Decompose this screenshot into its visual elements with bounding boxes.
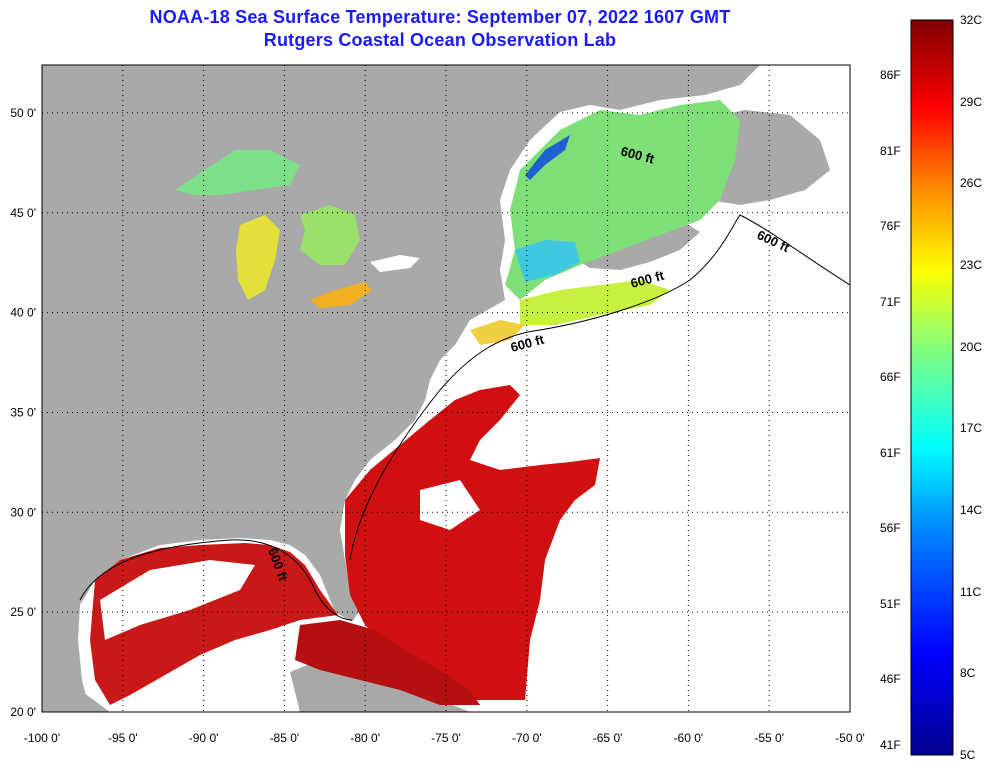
sst-gulf-stream xyxy=(345,385,600,700)
latitude-tick-label: 30 0' xyxy=(10,505,36,519)
colorbar-fahrenheit-label: 71F xyxy=(880,294,901,309)
lake-erie xyxy=(310,282,372,308)
colorbar-fahrenheit-label: 46F xyxy=(880,672,901,686)
colorbar-fahrenheit-label: 61F xyxy=(880,445,901,460)
colorbar-fahrenheit-label: 51F xyxy=(880,596,901,611)
lake-superior xyxy=(175,150,300,195)
colorbar-fahrenheit-label: 66F xyxy=(880,370,901,384)
latitude-labels: 50 0' 45 0' 40 0' 35 0' 30 0' 25 0' 20 0' xyxy=(10,106,36,719)
latitude-tick-label: 40 0' xyxy=(10,306,36,320)
colorbar-celsius-label: 17C xyxy=(960,421,983,436)
colorbar-celsius-label: 5C xyxy=(960,748,976,762)
colorbar-celsius-label: 26C xyxy=(960,176,983,191)
sst-caribbean xyxy=(295,620,480,705)
colorbar-celsius-label: 11C xyxy=(960,584,982,599)
colorbar-fahrenheit-label: 41F xyxy=(880,738,901,752)
land-north-america xyxy=(42,65,760,712)
contour-600ft xyxy=(79,539,353,621)
colorbar-celsius-label: 8C xyxy=(960,666,976,681)
longitude-tick-label: -65 0' xyxy=(593,731,623,745)
map-frame xyxy=(41,64,851,713)
sst-shelf-warm xyxy=(470,320,525,345)
latitude-tick-label: 25 0' xyxy=(10,605,36,619)
contour-600ft-east xyxy=(349,214,850,561)
colorbar-fahrenheit-label: 76F xyxy=(880,219,901,233)
colorbar-celsius-label: 20C xyxy=(960,339,983,354)
latitude-tick-label: 45 0' xyxy=(10,206,36,220)
colorbar-fahrenheit-label: 86F xyxy=(880,68,901,82)
longitude-tick-label: -75 0' xyxy=(431,731,461,745)
longitude-tick-label: -55 0' xyxy=(754,731,784,745)
longitude-tick-label: -70 0' xyxy=(512,731,542,745)
colorbar xyxy=(910,19,954,756)
latitude-tick-label: 20 0' xyxy=(10,705,36,719)
sst-no-data-atlantic xyxy=(420,480,480,530)
longitude-tick-label: -80 0' xyxy=(350,731,380,745)
colorbar-celsius-label: 23C xyxy=(960,258,983,272)
colorbar-celsius-label: 29C xyxy=(960,94,983,109)
longitude-tick-label: -95 0' xyxy=(108,731,138,745)
longitude-tick-label: -90 0' xyxy=(189,731,219,745)
colorbar-celsius-label: 32C xyxy=(960,13,983,27)
colorbar-celsius-label: 14C xyxy=(960,503,983,517)
map-subtitle: Rutgers Coastal Ocean Observation Lab xyxy=(263,30,617,50)
map-title: NOAA-18 Sea Surface Temperature: Septemb… xyxy=(149,7,731,27)
lake-michigan xyxy=(236,215,280,300)
sst-st-lawrence-cold xyxy=(525,135,570,180)
sst-georges-bank xyxy=(520,280,670,325)
longitude-tick-label: -85 0' xyxy=(270,731,300,745)
longitude-tick-label: -60 0' xyxy=(674,731,704,745)
longitude-tick-label: -50 0' xyxy=(835,731,865,745)
longitude-labels: -100 0' -95 0' -90 0' -85 0' -80 0' -75 0' -70… xyxy=(24,731,865,745)
colorbar-fahrenheit-label: 81F xyxy=(880,143,901,158)
lake-huron xyxy=(300,205,360,265)
lake-ontario xyxy=(370,255,420,272)
latitude-tick-label: 35 0' xyxy=(10,405,36,419)
land-yucatan xyxy=(42,690,110,712)
sst-gulf-of-maine xyxy=(515,240,580,282)
latitude-tick-label: 50 0' xyxy=(10,106,36,120)
sst-no-data-gulf xyxy=(100,560,255,640)
colorbar-fahrenheit-label: 56F xyxy=(880,521,901,535)
longitude-tick-label: -100 0' xyxy=(24,731,60,745)
